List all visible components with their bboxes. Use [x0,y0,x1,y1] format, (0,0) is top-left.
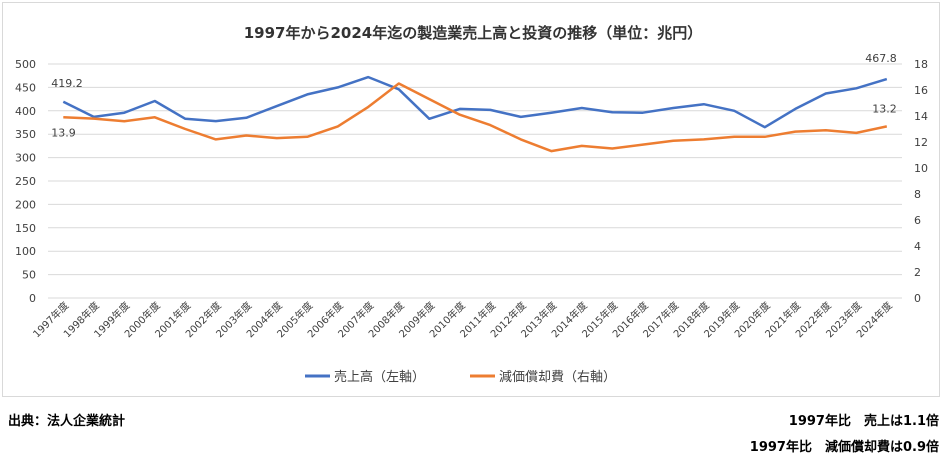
sales-ratio-note: 1997年比 売上は1.1倍 [788,414,939,429]
y-right-tick-label: 10 [914,162,928,175]
y-right-tick-label: 8 [914,188,921,201]
y-right-tick-label: 0 [914,292,921,305]
depreciation-ratio-note: 1997年比 減価償却費は0.9倍 [749,440,939,455]
source-note: 出典：法人企業統計 [8,414,126,429]
y-left-tick-label: 400 [15,105,36,118]
y-left-tick-label: 500 [15,58,36,71]
y-left-tick-label: 300 [15,152,36,165]
data-label-last: 13.2 [872,102,897,115]
data-label-first: 13.9 [51,126,76,139]
chart-title: 1997年から2024年迄の製造業売上高と投資の推移（単位：兆円） [244,24,703,42]
y-right-tick-label: 6 [914,214,921,227]
legend-label: 減価償却費（右軸） [499,369,616,385]
y-left-tick-label: 250 [15,175,36,188]
y-left-tick-label: 350 [15,128,36,141]
series-line-2 [63,82,888,153]
y-left-tick-label: 100 [15,245,36,258]
legend-label: 売上高（左軸） [334,369,425,385]
data-label-last: 467.8 [865,52,897,65]
data-label-first: 419.2 [51,77,83,90]
y-right-tick-label: 2 [914,266,921,279]
chart-frame [2,2,940,397]
y-right-tick-label: 12 [914,136,928,149]
y-left-tick-label: 0 [29,292,36,305]
y-left-tick-label: 150 [15,222,36,235]
y-left-tick-label: 50 [22,269,36,282]
y-right-tick-label: 16 [914,84,928,97]
y-right-tick-label: 18 [914,58,928,71]
y-left-tick-label: 200 [15,198,36,211]
y-left-tick-label: 450 [15,81,36,94]
y-right-tick-label: 4 [914,240,921,253]
y-right-tick-label: 14 [914,110,928,123]
series-line-1 [62,75,888,129]
